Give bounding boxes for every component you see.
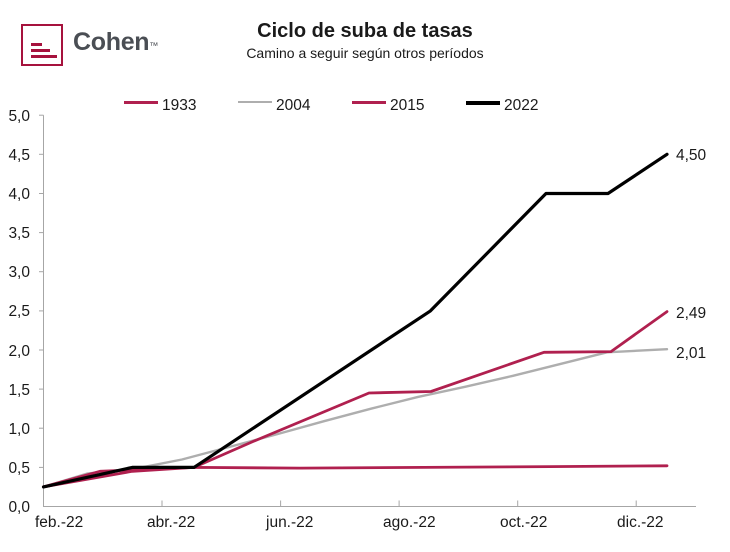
svg-text:3,0: 3,0 <box>8 264 30 281</box>
svg-text:jun.-22: jun.-22 <box>265 514 313 531</box>
svg-text:abr.-22: abr.-22 <box>147 514 195 531</box>
svg-text:0,5: 0,5 <box>8 460 30 477</box>
svg-text:2,0: 2,0 <box>8 343 30 360</box>
svg-text:5,0: 5,0 <box>8 108 30 125</box>
svg-text:2,5: 2,5 <box>8 303 30 320</box>
svg-text:3,5: 3,5 <box>8 225 30 242</box>
svg-text:4,50: 4,50 <box>676 147 707 164</box>
svg-text:feb.-22: feb.-22 <box>35 514 83 531</box>
svg-text:1,5: 1,5 <box>8 382 30 399</box>
svg-text:4,0: 4,0 <box>8 186 30 203</box>
svg-text:2,01: 2,01 <box>676 345 706 362</box>
svg-text:4,5: 4,5 <box>8 147 30 164</box>
svg-text:0,0: 0,0 <box>8 499 30 516</box>
svg-text:dic.-22: dic.-22 <box>617 514 664 531</box>
svg-text:1,0: 1,0 <box>8 421 30 438</box>
svg-text:oct.-22: oct.-22 <box>500 514 547 531</box>
svg-text:ago.-22: ago.-22 <box>383 514 436 531</box>
svg-text:2,49: 2,49 <box>676 305 706 322</box>
